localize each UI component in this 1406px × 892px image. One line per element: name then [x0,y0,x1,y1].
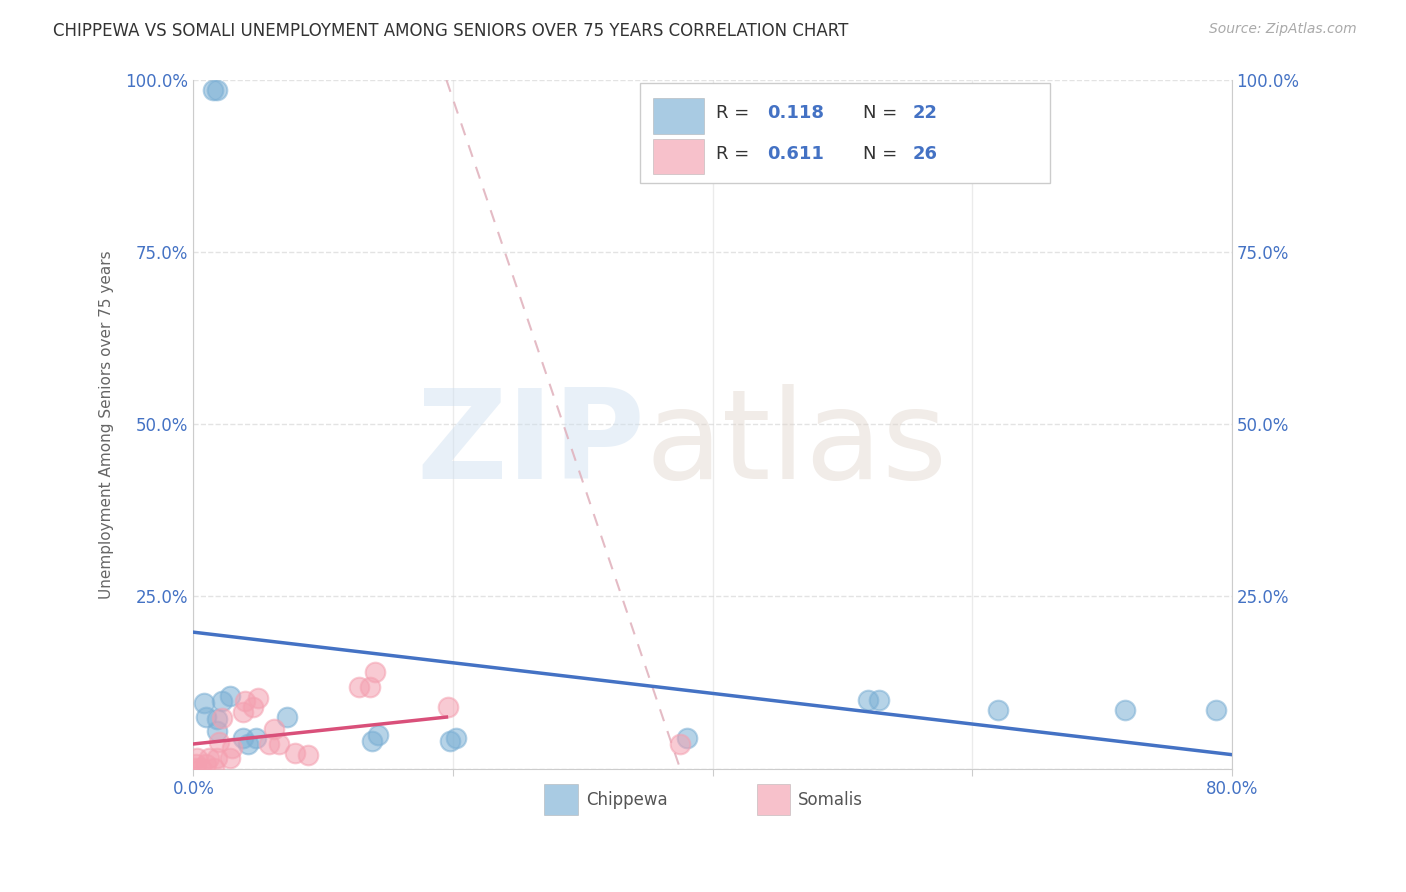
FancyBboxPatch shape [758,784,790,814]
Point [245,731,267,745]
Point [205,751,228,765]
Text: R =: R = [716,104,755,122]
Point [242,700,264,714]
Point [367,729,389,743]
Point [184,757,207,772]
Point [195,710,218,724]
Point [205,712,228,726]
Text: atlas: atlas [645,384,948,506]
Point [284,746,307,760]
Text: R =: R = [716,145,755,162]
FancyBboxPatch shape [654,98,704,134]
Y-axis label: Unemployment Among Seniors over 75 years: Unemployment Among Seniors over 75 years [100,250,114,599]
Point [359,680,381,694]
Point [201,83,224,97]
Point [233,694,256,708]
Text: Somalis: Somalis [797,790,863,808]
Point [1114,703,1136,717]
Point [858,692,880,706]
Point [183,761,205,775]
Text: Chippewa: Chippewa [586,790,668,808]
Point [198,751,221,765]
Point [1205,703,1227,717]
Point [987,703,1010,717]
Point [232,705,254,719]
Point [349,680,371,694]
Point [218,751,240,765]
Point [675,731,697,746]
Point [195,756,218,771]
FancyBboxPatch shape [640,84,1050,183]
Point [211,694,233,708]
Point [436,700,458,714]
Point [232,731,254,745]
Point [193,696,215,710]
Point [208,735,231,749]
Point [263,722,285,736]
Point [221,740,243,755]
Text: Source: ZipAtlas.com: Source: ZipAtlas.com [1209,22,1357,37]
Text: 0.611: 0.611 [768,145,824,162]
Point [364,665,387,680]
Point [297,747,319,762]
Text: 0.118: 0.118 [768,104,824,122]
Text: CHIPPEWA VS SOMALI UNEMPLOYMENT AMONG SENIORS OVER 75 YEARS CORRELATION CHART: CHIPPEWA VS SOMALI UNEMPLOYMENT AMONG SE… [53,22,849,40]
Point [276,710,298,724]
Point [202,761,225,775]
Point [205,723,228,738]
Point [190,761,212,775]
Point [236,738,259,752]
Text: 22: 22 [912,104,938,122]
Point [267,738,290,752]
Point [868,692,890,706]
Point [439,734,461,748]
Text: N =: N = [863,145,903,162]
Point [257,738,280,752]
Point [669,738,692,752]
Point [205,83,228,97]
Point [361,734,384,748]
FancyBboxPatch shape [544,784,578,814]
Point [247,690,270,705]
Point [211,711,233,725]
Point [444,731,467,746]
FancyBboxPatch shape [654,138,704,174]
Text: 26: 26 [912,145,938,162]
Text: ZIP: ZIP [416,384,645,506]
Text: N =: N = [863,104,903,122]
Point [218,690,240,704]
Point [186,751,208,765]
